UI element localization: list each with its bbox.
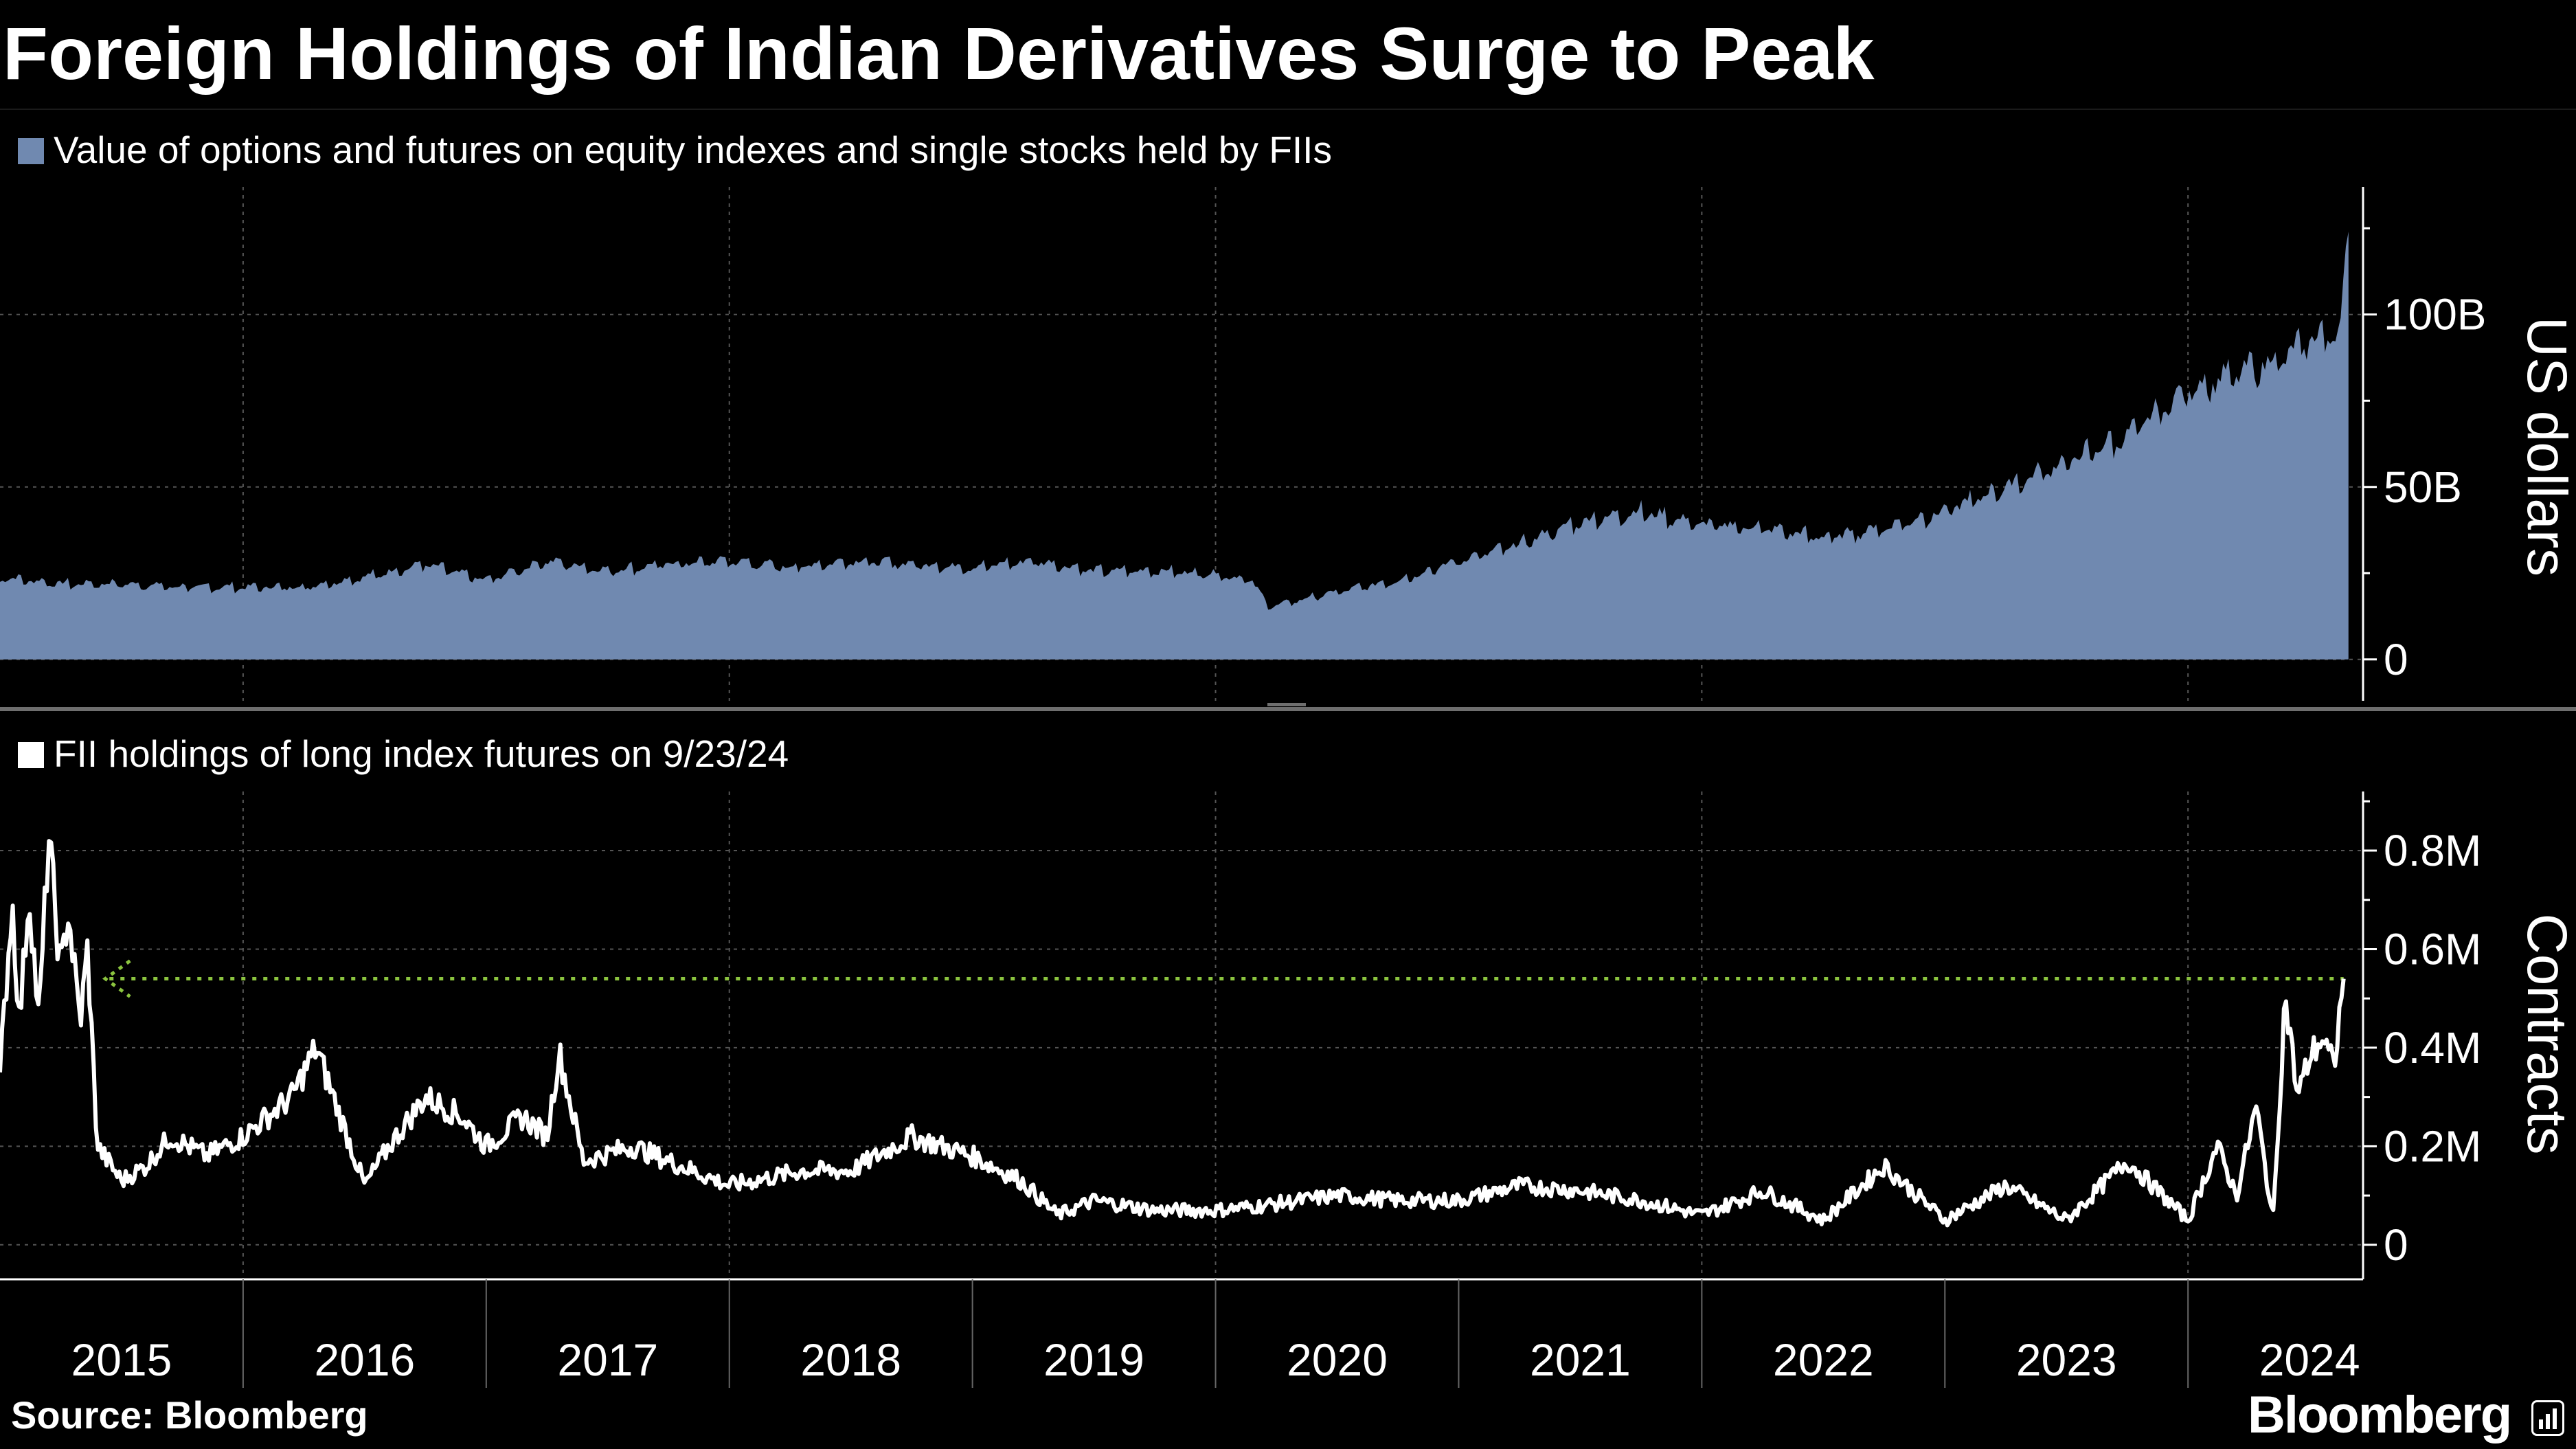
bottom-y-axis-title: Contracts (2516, 914, 2576, 1155)
x-tick-label: 2020 (1287, 1334, 1388, 1385)
x-axis: 2015 2016 2017 2018 2019 2020 2021 2022 2023 2024 (0, 1278, 2363, 1388)
bottom-tick-label: 0.6M (2384, 924, 2481, 974)
bottom-grid (0, 791, 2363, 1279)
bottom-tick-label: 0 (2384, 1220, 2408, 1270)
bottom-y-ticks: 0 0.2M 0.4M 0.6M 0.8M (2363, 800, 2481, 1270)
reference-arrow-icon (102, 959, 131, 998)
legend-line-swatch (18, 742, 44, 768)
bottom-panel: 0 0.2M 0.4M 0.6M 0.8M Contracts (0, 791, 2576, 1279)
area-series (0, 232, 2349, 660)
bloomberg-terminal-icon (2531, 1400, 2564, 1436)
panel-separator (0, 703, 2576, 711)
chart-title: Foreign Holdings of Indian Derivatives S… (3, 12, 1875, 95)
bottom-tick-label: 0.2M (2384, 1121, 2481, 1171)
title-divider (0, 109, 2576, 110)
top-y-ticks: 0 50B 100B (2363, 227, 2486, 684)
legend-area-swatch (18, 138, 44, 164)
x-tick-label: 2022 (1773, 1334, 1874, 1385)
legend-area-label: Value of options and futures on equity i… (54, 128, 1332, 171)
bloomberg-logo: Bloomberg (2248, 1386, 2512, 1444)
top-tick-label: 0 (2384, 635, 2408, 684)
line-series (0, 839, 2346, 1228)
top-tick-label: 50B (2384, 462, 2462, 512)
x-tick-label: 2018 (800, 1334, 901, 1385)
x-tick-label: 2021 (1530, 1334, 1631, 1385)
top-y-axis-title: US dollars (2516, 317, 2576, 576)
x-tick-label: 2015 (71, 1334, 172, 1385)
x-tick-label: 2023 (2016, 1334, 2117, 1385)
x-tick-label: 2017 (557, 1334, 658, 1385)
bottom-tick-label: 0.4M (2384, 1023, 2481, 1072)
x-ticks: 2015 2016 2017 2018 2019 2020 2021 2022 2023 2024 (71, 1279, 2360, 1388)
x-tick-label: 2019 (1043, 1334, 1144, 1385)
top-tick-label: 100B (2384, 290, 2486, 339)
legend-area: Value of options and futures on equity i… (18, 126, 1332, 174)
legend-line-label: FII holdings of long index futures on 9/… (54, 732, 789, 775)
legend-line: FII holdings of long index futures on 9/… (18, 730, 789, 778)
bottom-tick-label: 0.8M (2384, 826, 2481, 875)
source-note: Source: Bloomberg (11, 1393, 368, 1437)
x-tick-label: 2024 (2259, 1334, 2360, 1385)
top-panel: 0 50B 100B US dollars (0, 187, 2576, 701)
x-tick-label: 2016 (314, 1334, 415, 1385)
